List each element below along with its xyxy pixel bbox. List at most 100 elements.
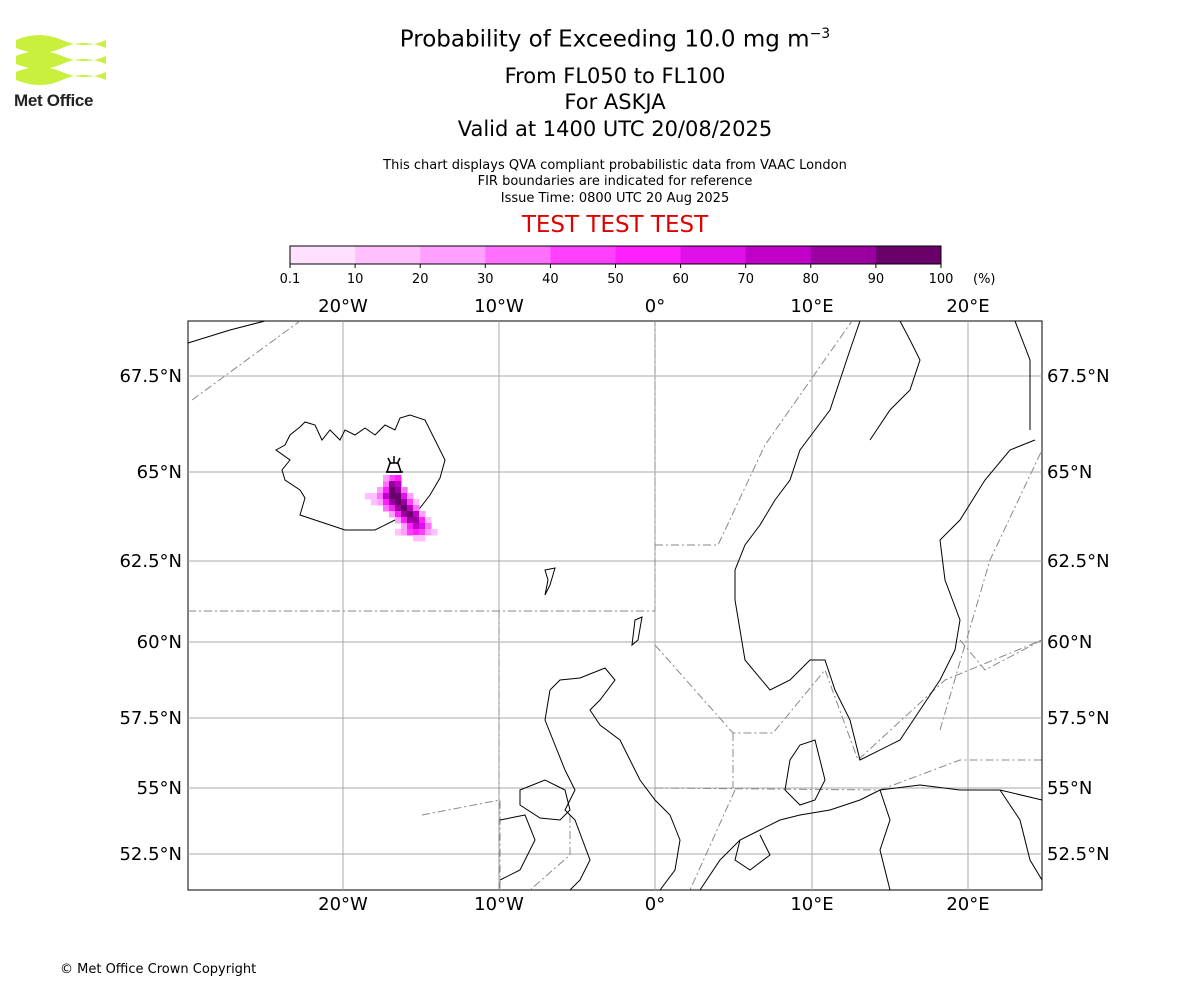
probability-cell bbox=[407, 511, 414, 518]
probability-cell bbox=[383, 481, 390, 488]
colorbar-tick-label: 20 bbox=[412, 272, 429, 287]
denmark-coast bbox=[784, 739, 826, 806]
volcano-name: For ASKJA bbox=[564, 90, 666, 114]
probability-cell bbox=[413, 511, 420, 518]
probability-cell bbox=[371, 493, 378, 500]
probability-cell bbox=[419, 529, 426, 536]
test-banner: TEST TEST TEST bbox=[521, 212, 709, 238]
probability-cell bbox=[389, 481, 396, 488]
probability-cell bbox=[419, 517, 426, 524]
probability-cell bbox=[383, 505, 390, 512]
latitude-label: 55°N bbox=[1047, 778, 1092, 799]
probability-cell bbox=[383, 493, 390, 500]
probability-cell bbox=[395, 487, 402, 494]
copyright: © Met Office Crown Copyright bbox=[60, 962, 257, 977]
probability-cell bbox=[413, 505, 420, 512]
colorbar-unit: (%) bbox=[973, 272, 996, 287]
latitude-label: 60°N bbox=[1047, 632, 1092, 653]
colorbar-cell bbox=[810, 246, 877, 264]
colorbar: 0.1 10 20 30 40 50 60 70 80 90 100 (%) bbox=[280, 245, 996, 287]
probability-cell bbox=[401, 517, 408, 524]
colorbar-cell bbox=[875, 246, 942, 264]
latitude-label: 62.5°N bbox=[119, 551, 182, 572]
met-office-logo bbox=[16, 35, 106, 85]
colorbar-tick-label: 50 bbox=[607, 272, 624, 287]
probability-cell bbox=[395, 481, 402, 488]
colorbar-tick-label: 70 bbox=[737, 272, 754, 287]
probability-cell bbox=[395, 529, 402, 536]
probability-cell bbox=[419, 511, 426, 518]
colorbar-cell bbox=[355, 246, 421, 264]
volcano-icon bbox=[385, 456, 403, 473]
probability-cell bbox=[401, 487, 408, 494]
lat-labels-right: 67.5°N 65°N 62.5°N 60°N 57.5°N 55°N 52.5°N bbox=[1047, 366, 1110, 865]
probability-cell bbox=[395, 511, 402, 518]
probability-cell bbox=[395, 505, 402, 512]
probability-cell bbox=[413, 523, 420, 530]
lon-labels-bottom: 20°W 10°W 0° 10°E 20°E bbox=[318, 894, 989, 915]
longitude-label: 20°W bbox=[318, 296, 368, 317]
ireland-coast bbox=[499, 779, 571, 881]
probability-cell bbox=[389, 475, 396, 482]
probability-cell bbox=[407, 517, 414, 524]
probability-cell bbox=[377, 487, 384, 494]
colorbar-cell bbox=[550, 246, 616, 264]
colorbar-tick-label: 80 bbox=[803, 272, 820, 287]
probability-cell bbox=[389, 511, 396, 518]
latitude-label: 62.5°N bbox=[1047, 551, 1110, 572]
probability-cell bbox=[401, 523, 408, 530]
probability-cell bbox=[383, 475, 390, 482]
latitude-label: 60°N bbox=[137, 632, 182, 653]
probability-cell bbox=[431, 529, 438, 536]
colorbar-cell bbox=[745, 246, 812, 264]
coastlines bbox=[187, 320, 1043, 891]
fir-boundaries bbox=[188, 320, 1043, 891]
longitude-label: 10°E bbox=[790, 296, 833, 317]
probability-cell bbox=[419, 535, 426, 542]
probability-cell bbox=[365, 493, 372, 500]
latitude-label: 55°N bbox=[137, 778, 182, 799]
colorbar-tick-label: 90 bbox=[868, 272, 885, 287]
valid-time: Valid at 1400 UTC 20/08/2025 bbox=[457, 117, 773, 141]
colorbar-cells bbox=[290, 246, 942, 264]
probability-cell bbox=[401, 499, 408, 506]
lon-labels-top: 20°W 10°W 0° 10°E 20°E bbox=[318, 296, 989, 317]
latitude-label: 57.5°N bbox=[119, 708, 182, 729]
probability-cell bbox=[407, 505, 414, 512]
longitude-label: 20°E bbox=[946, 894, 989, 915]
colorbar-cell bbox=[680, 246, 747, 264]
probability-cell bbox=[407, 499, 414, 506]
probability-cell bbox=[401, 493, 408, 500]
latitude-label: 52.5°N bbox=[119, 844, 182, 865]
latitude-label: 65°N bbox=[1047, 462, 1092, 483]
chart-title: Probability of Exceeding 10.0 mg m−3 bbox=[399, 26, 831, 53]
probability-cell bbox=[395, 499, 402, 506]
longitude-label: 20°E bbox=[946, 296, 989, 317]
longitude-label: 10°W bbox=[474, 894, 524, 915]
probability-cell bbox=[407, 529, 414, 536]
colorbar-ticks: 0.1 10 20 30 40 50 60 70 80 90 100 bbox=[280, 264, 954, 287]
level-range: From FL050 to FL100 bbox=[504, 64, 726, 88]
probability-cell bbox=[371, 499, 378, 506]
probability-cell bbox=[389, 487, 396, 494]
colorbar-tick-label: 30 bbox=[477, 272, 494, 287]
probability-cell bbox=[401, 529, 408, 536]
probability-cell bbox=[407, 523, 414, 530]
probability-cell bbox=[395, 517, 402, 524]
longitude-label: 0° bbox=[645, 894, 665, 915]
probability-cell bbox=[407, 493, 414, 500]
colorbar-tick-label: 100 bbox=[929, 272, 954, 287]
great-britain-coast bbox=[544, 667, 681, 891]
probability-cell bbox=[419, 523, 426, 530]
colorbar-cell bbox=[420, 246, 486, 264]
probability-cell bbox=[377, 499, 384, 506]
info-line-1: This chart displays QVA compliant probab… bbox=[383, 158, 847, 173]
probability-plume bbox=[365, 475, 438, 542]
map-panel bbox=[187, 320, 1043, 891]
scandinavia-coast bbox=[734, 320, 1036, 761]
latitude-label: 57.5°N bbox=[1047, 708, 1110, 729]
longitude-label: 10°W bbox=[474, 296, 524, 317]
lat-labels-left: 67.5°N 65°N 62.5°N 60°N 57.5°N 55°N 52.5°N bbox=[119, 366, 182, 865]
colorbar-cell bbox=[615, 246, 682, 264]
